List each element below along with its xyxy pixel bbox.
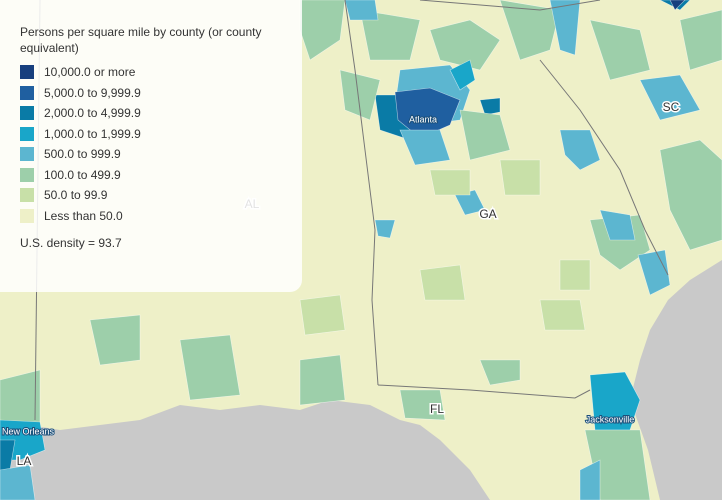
county-patch <box>559 259 591 291</box>
legend-item: 5,000.0 to 9,999.9 <box>20 83 288 104</box>
county-patch <box>459 109 511 161</box>
county-patch <box>639 74 701 121</box>
legend-label: 2,000.0 to 4,999.9 <box>44 106 141 121</box>
county-patch <box>374 219 396 239</box>
county-patch <box>399 389 446 421</box>
legend-item: Less than 50.0 <box>20 206 288 227</box>
density-note: U.S. density = 93.7 <box>20 236 122 250</box>
county-patch <box>0 464 36 500</box>
city-label: Jacksonville <box>586 414 635 424</box>
legend-swatch <box>20 188 34 203</box>
city-label: Atlanta <box>409 114 437 124</box>
county-patch <box>429 19 501 71</box>
county-patch <box>344 0 379 21</box>
legend-item: 100.0 to 499.9 <box>20 165 288 186</box>
legend-item: 50.0 to 99.9 <box>20 185 288 206</box>
legend: Persons per square mile by county (or co… <box>0 0 302 292</box>
county-patch <box>429 169 471 196</box>
state-label: GA <box>479 207 496 221</box>
legend-label: 100.0 to 499.9 <box>44 167 121 182</box>
legend-swatch <box>20 208 34 223</box>
legend-label: 10,000.0 or more <box>44 65 136 80</box>
county-patch <box>549 0 581 56</box>
legend-swatch <box>20 85 34 100</box>
legend-swatch <box>20 167 34 182</box>
legend-swatch <box>20 65 34 80</box>
legend-swatch <box>20 106 34 121</box>
county-patch <box>339 69 381 121</box>
city-label: New Orleans <box>2 426 55 436</box>
legend-label: 50.0 to 99.9 <box>44 188 108 203</box>
county-patch <box>499 159 541 196</box>
county-patch <box>299 294 346 336</box>
county-patch <box>479 97 501 116</box>
legend-swatch <box>20 126 34 141</box>
county-patch <box>589 214 651 271</box>
county-patch <box>419 264 466 301</box>
county-patch <box>589 371 641 431</box>
legend-item: 10,000.0 or more <box>20 62 288 83</box>
legend-title: Persons per square mile by county (or co… <box>20 25 262 55</box>
county-patch <box>499 0 561 61</box>
legend-items: 10,000.0 or more 5,000.0 to 9,999.9 2,000.… <box>20 62 288 226</box>
county-patch <box>359 9 421 61</box>
county-patch <box>559 129 601 171</box>
county-patch <box>579 459 601 500</box>
county-patch <box>394 87 461 139</box>
county-patch <box>659 139 722 251</box>
legend-label: 500.0 to 999.9 <box>44 147 121 162</box>
county-patch <box>539 299 586 331</box>
county-patch <box>479 359 521 386</box>
county-patch <box>449 59 476 91</box>
county-patch <box>679 9 722 71</box>
county-patch <box>669 0 686 11</box>
county-patch <box>599 209 636 241</box>
state-label: LA <box>17 454 32 468</box>
state-label: FL <box>430 402 444 416</box>
legend-label: 5,000.0 to 9,999.9 <box>44 85 141 100</box>
legend-item: 500.0 to 999.9 <box>20 144 288 165</box>
legend-item: 1,000.0 to 1,999.9 <box>20 124 288 145</box>
county-patch <box>299 354 346 406</box>
county-patch <box>399 129 451 166</box>
county-patch <box>179 334 241 401</box>
legend-item: 2,000.0 to 4,999.9 <box>20 103 288 124</box>
county-patch <box>589 19 651 81</box>
county-patch <box>89 314 141 366</box>
legend-label: Less than 50.0 <box>44 208 123 223</box>
legend-swatch <box>20 147 34 162</box>
state-label: SC <box>663 100 680 114</box>
legend-label: 1,000.0 to 1,999.9 <box>44 126 141 141</box>
